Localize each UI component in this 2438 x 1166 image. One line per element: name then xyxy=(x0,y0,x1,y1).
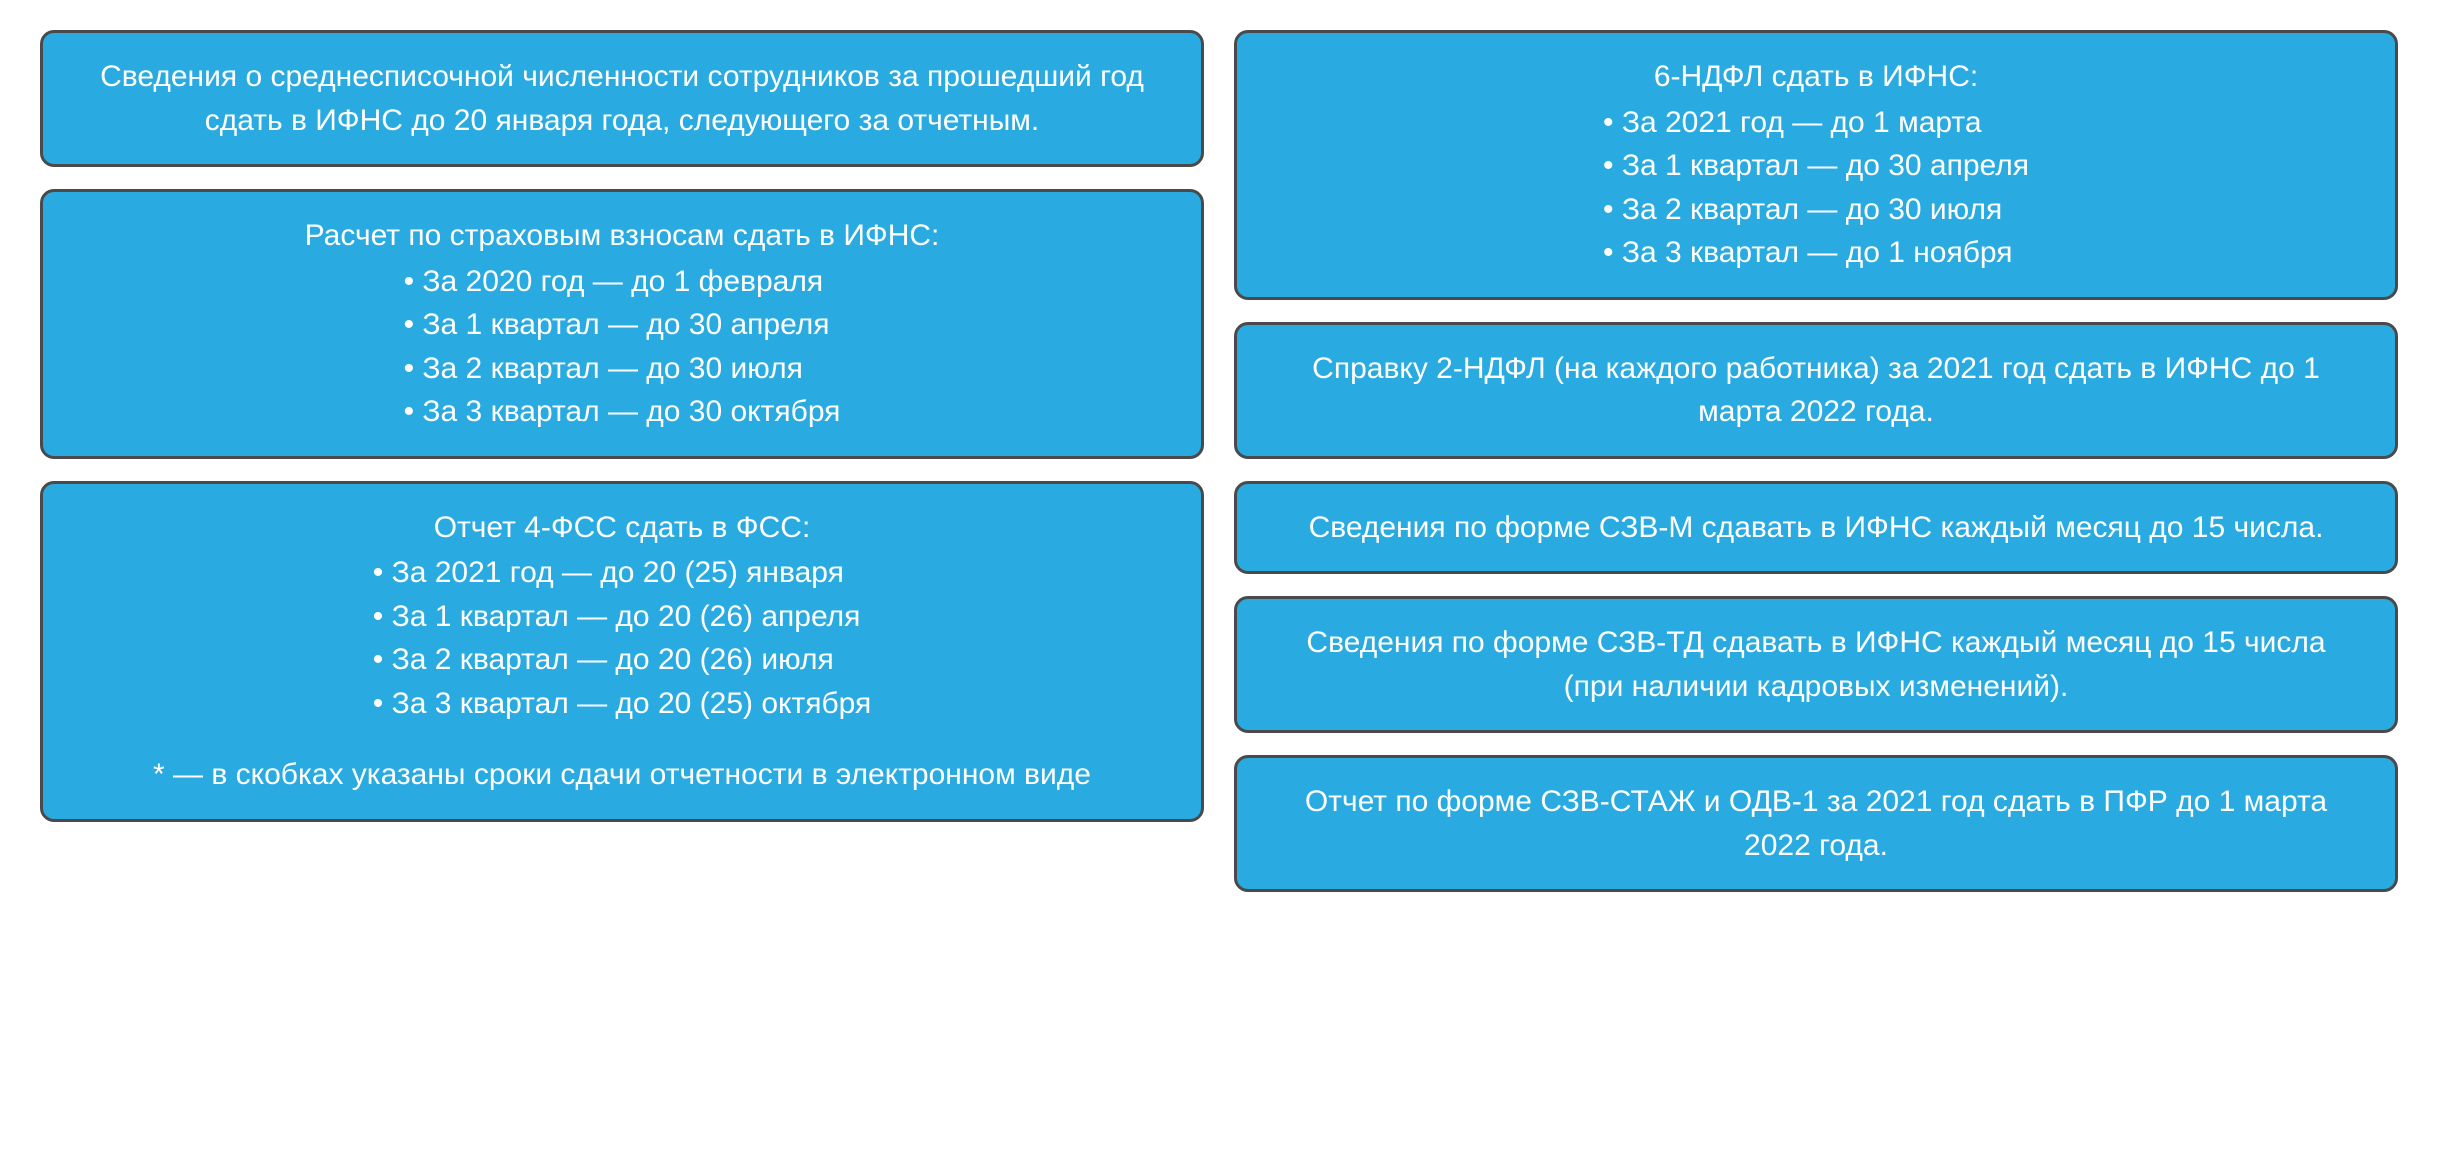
card-title: Отчет 4-ФСС сдать в ФСС: xyxy=(434,506,811,550)
left-column: Сведения о среднесписочной численности с… xyxy=(40,30,1204,892)
card-items: • За 2020 год — до 1 февраля • За 1 квар… xyxy=(404,260,841,434)
card-text: Сведения о среднесписочной численности с… xyxy=(83,55,1161,142)
card-title: Расчет по страховым взносам сдать в ИФНС… xyxy=(305,214,940,258)
card-text: Справку 2-НДФЛ (на каждого работника) за… xyxy=(1277,347,2355,434)
card-szv-m: Сведения по форме СЗВ-М сдавать в ИФНС к… xyxy=(1234,481,2398,575)
card-headcount: Сведения о среднесписочной численности с… xyxy=(40,30,1204,167)
list-item: • За 3 квартал — до 1 ноября xyxy=(1603,231,2029,275)
list-item: • За 1 квартал — до 30 апреля xyxy=(404,303,841,347)
right-column: 6-НДФЛ сдать в ИФНС: • За 2021 год — до … xyxy=(1234,30,2398,892)
card-4fss: Отчет 4-ФСС сдать в ФСС: • За 2021 год —… xyxy=(40,481,1204,822)
card-text: Отчет по форме СЗВ-СТАЖ и ОДВ-1 за 2021 … xyxy=(1277,780,2355,867)
card-items: • За 2021 год — до 20 (25) января • За 1… xyxy=(373,551,872,725)
layout-grid: Сведения о среднесписочной численности с… xyxy=(40,30,2398,892)
card-note: * — в скобках указаны сроки сдачи отчетн… xyxy=(83,753,1161,797)
card-items: • За 2021 год — до 1 марта • За 1 кварта… xyxy=(1603,101,2029,275)
list-item: • За 2021 год — до 1 марта xyxy=(1603,101,2029,145)
list-item: • За 2020 год — до 1 февраля xyxy=(404,260,841,304)
list-item: • За 3 квартал — до 20 (25) октября xyxy=(373,682,872,726)
card-content: Расчет по страховым взносам сдать в ИФНС… xyxy=(83,214,1161,434)
card-title: 6-НДФЛ сдать в ИФНС: xyxy=(1654,55,1978,99)
card-text: Сведения по форме СЗВ-М сдавать в ИФНС к… xyxy=(1277,506,2355,550)
list-item: • За 2 квартал — до 30 июля xyxy=(404,347,841,391)
card-content: Отчет 4-ФСС сдать в ФСС: • За 2021 год —… xyxy=(83,506,1161,726)
card-szv-stazh: Отчет по форме СЗВ-СТАЖ и ОДВ-1 за 2021 … xyxy=(1234,755,2398,892)
card-6ndfl: 6-НДФЛ сдать в ИФНС: • За 2021 год — до … xyxy=(1234,30,2398,300)
list-item: • За 1 квартал — до 20 (26) апреля xyxy=(373,595,872,639)
card-2ndfl: Справку 2-НДФЛ (на каждого работника) за… xyxy=(1234,322,2398,459)
card-content: 6-НДФЛ сдать в ИФНС: • За 2021 год — до … xyxy=(1277,55,2355,275)
card-text: Сведения по форме СЗВ-ТД сдавать в ИФНС … xyxy=(1277,621,2355,708)
list-item: • За 3 квартал — до 30 октября xyxy=(404,390,841,434)
card-insurance: Расчет по страховым взносам сдать в ИФНС… xyxy=(40,189,1204,459)
list-item: • За 2 квартал — до 20 (26) июля xyxy=(373,638,872,682)
card-szv-td: Сведения по форме СЗВ-ТД сдавать в ИФНС … xyxy=(1234,596,2398,733)
list-item: • За 1 квартал — до 30 апреля xyxy=(1603,144,2029,188)
list-item: • За 2 квартал — до 30 июля xyxy=(1603,188,2029,232)
list-item: • За 2021 год — до 20 (25) января xyxy=(373,551,872,595)
